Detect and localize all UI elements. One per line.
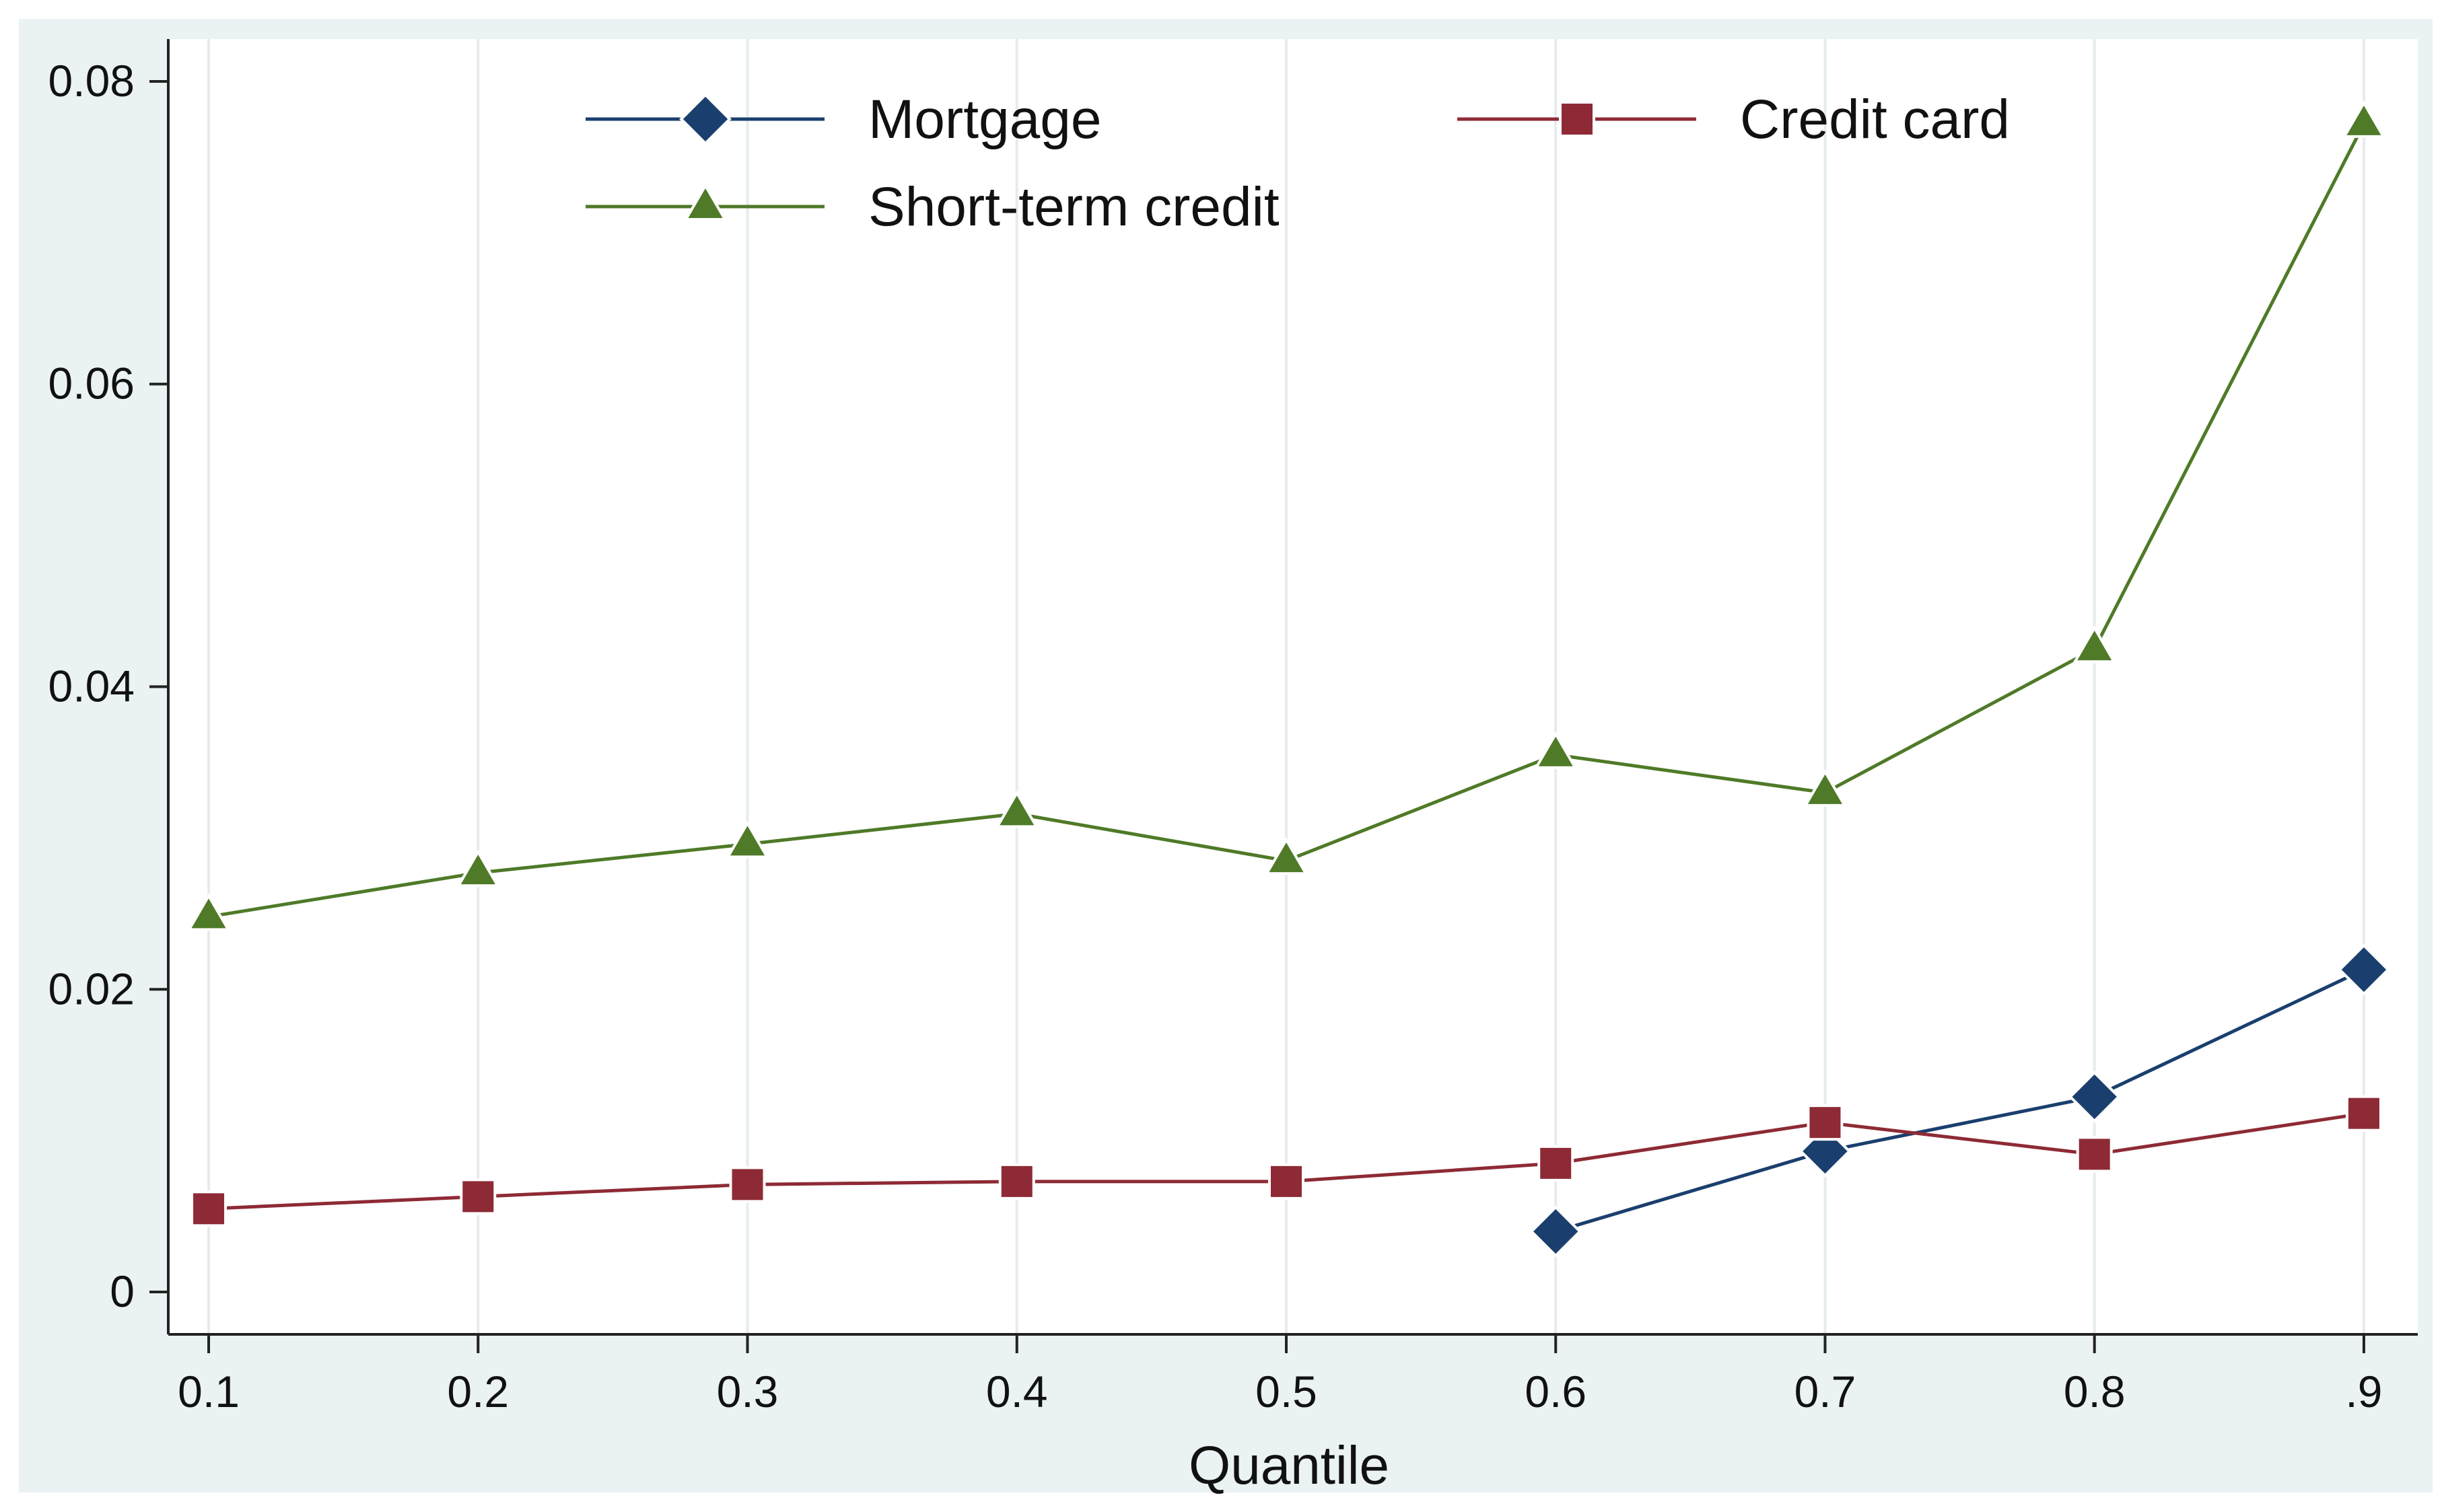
legend-marker <box>683 183 728 221</box>
legend-label: Credit card <box>1740 89 2010 150</box>
y-tick-label: 0.06 <box>48 359 135 408</box>
mortgage-point <box>2338 943 2390 996</box>
credit-card-point <box>460 1178 497 1215</box>
credit-card-point <box>190 1190 228 1227</box>
legend-label: Mortgage <box>868 89 1101 150</box>
y-tick-label: 0.02 <box>48 964 135 1013</box>
x-tick-label: 0.4 <box>986 1367 1048 1416</box>
credit-card-point <box>729 1166 766 1203</box>
mortgage-line <box>1555 968 2365 1233</box>
y-tick-label: 0 <box>110 1266 135 1316</box>
series-layer <box>186 100 2390 1258</box>
legend-marker <box>679 93 732 145</box>
short-term-credit-point <box>995 790 1039 828</box>
x-tick-label: 0.6 <box>1525 1367 1586 1416</box>
short-term-credit-point <box>2342 100 2386 138</box>
legend-item-credit-card: Credit card <box>1457 89 2010 150</box>
legend-item-short-term-credit: Short-term credit <box>586 176 1280 238</box>
series-short-term-credit <box>186 100 2386 931</box>
credit-card-point <box>998 1163 1035 1200</box>
mortgage-point <box>1529 1205 1582 1258</box>
series-credit-card <box>190 1095 2382 1227</box>
x-tick-label: 0.3 <box>717 1367 779 1416</box>
short-term-credit-point <box>2072 625 2117 663</box>
credit-card-point <box>1537 1145 1574 1182</box>
short-term-credit-point <box>726 820 769 859</box>
x-tick-label: 0.8 <box>2064 1367 2126 1416</box>
credit-card-point <box>1807 1104 1844 1141</box>
legend-label: Short-term credit <box>868 176 1280 238</box>
mortgage-point <box>2068 1071 2121 1123</box>
axes: 0 0.02 0.04 0.06 0.08 0.1 0.2 0.3 0.4 0.5 0.6 0.7 0.… <box>48 39 2418 1416</box>
x-tick-label: 0.1 <box>178 1367 240 1416</box>
credit-card-point <box>2076 1136 2113 1173</box>
short-term-credit-point <box>1803 768 1847 807</box>
x-axis-title: Quantile <box>1189 1435 1389 1495</box>
credit-card-point <box>1267 1163 1304 1200</box>
legend: Mortgage Credit card Short-term credit <box>586 89 2010 238</box>
y-tick-label: 0.04 <box>48 661 135 711</box>
credit-card-point <box>2345 1095 2382 1132</box>
legend-item-mortgage: Mortgage <box>586 89 1101 150</box>
x-tick-label: 0.2 <box>447 1367 509 1416</box>
x-tick-label: 0.7 <box>1794 1367 1856 1416</box>
legend-marker <box>1559 101 1595 137</box>
short-term-credit-point <box>1264 837 1308 875</box>
short-term-credit-point <box>1533 731 1578 769</box>
y-tick-label: 0.08 <box>48 56 135 106</box>
short-term-credit-point <box>456 849 500 888</box>
x-tick-label: .9 <box>2345 1367 2382 1416</box>
short-term-credit-point <box>186 893 231 931</box>
plot-area <box>168 39 2418 1334</box>
x-tick-label: 0.5 <box>1255 1367 1317 1416</box>
